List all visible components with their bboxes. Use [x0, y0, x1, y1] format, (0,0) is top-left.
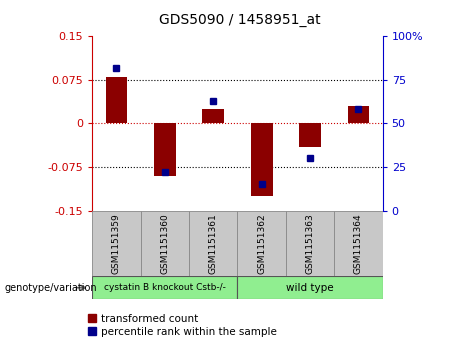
Text: cystatin B knockout Cstb-/-: cystatin B knockout Cstb-/- [104, 283, 226, 292]
Text: wild type: wild type [286, 283, 334, 293]
Bar [334, 211, 383, 276]
Bar [251, 123, 272, 196]
Bar [286, 211, 334, 276]
Text: GSM1151363: GSM1151363 [306, 213, 314, 274]
Bar [189, 211, 237, 276]
Bar [237, 211, 286, 276]
Bar [154, 123, 176, 176]
Bar [299, 123, 321, 147]
Bar [106, 77, 127, 123]
Text: GSM1151364: GSM1151364 [354, 213, 363, 274]
Text: GSM1151360: GSM1151360 [160, 213, 169, 274]
Text: GSM1151361: GSM1151361 [209, 213, 218, 274]
Text: GDS5090 / 1458951_at: GDS5090 / 1458951_at [159, 13, 320, 27]
Text: GSM1151362: GSM1151362 [257, 213, 266, 274]
Bar [92, 276, 237, 299]
Text: GSM1151359: GSM1151359 [112, 213, 121, 274]
Bar [92, 211, 141, 276]
Legend: transformed count, percentile rank within the sample: transformed count, percentile rank withi… [88, 314, 277, 337]
Text: genotype/variation: genotype/variation [5, 283, 97, 293]
Bar [348, 106, 369, 123]
Bar [141, 211, 189, 276]
Bar [202, 109, 224, 123]
Bar [237, 276, 383, 299]
